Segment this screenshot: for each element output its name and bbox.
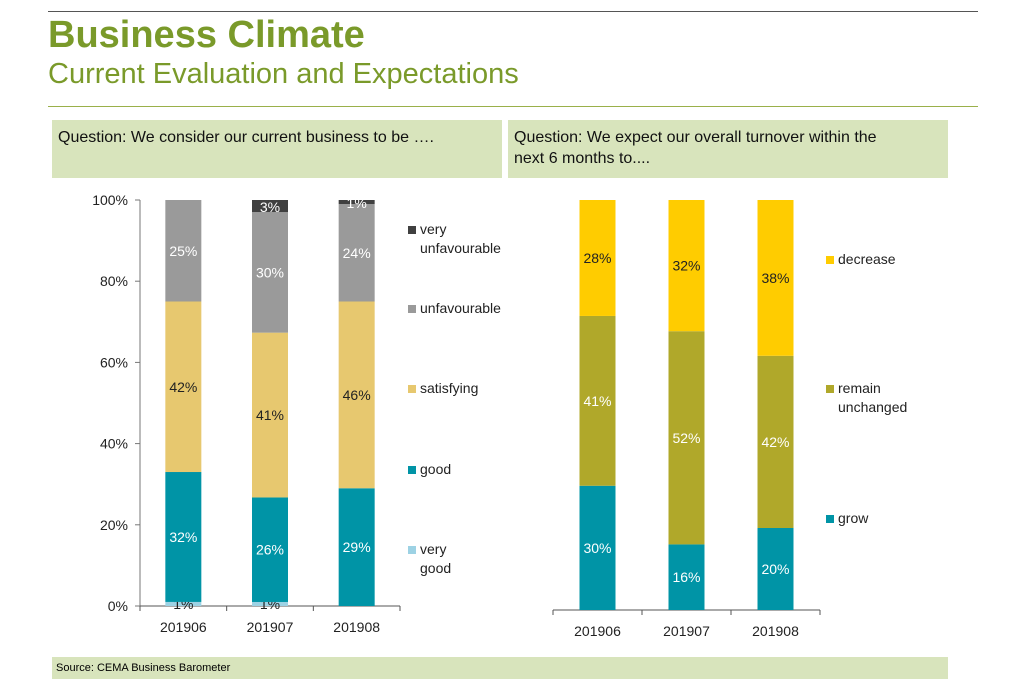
data-label: 29%: [343, 539, 371, 555]
legend-swatch: [408, 466, 416, 474]
question-box-right: [508, 120, 948, 178]
y-tick-label: 80%: [100, 273, 128, 289]
bar-segment-decrease: [757, 200, 794, 356]
bar-segment-satisfying: [165, 301, 202, 473]
bar-segment-grow: [579, 485, 616, 610]
bar-segment-very-good: [252, 601, 288, 606]
data-label: 3%: [260, 199, 280, 215]
y-tick-label: 100%: [92, 192, 128, 208]
source-bar: Source: CEMA Business Barometer: [52, 657, 948, 679]
data-label: 42%: [761, 434, 789, 450]
bar-segment-satisfying: [338, 301, 375, 489]
y-tick-label: 0%: [108, 598, 128, 614]
data-label: 25%: [169, 243, 197, 259]
legend-label: grow: [838, 510, 869, 526]
data-label: 16%: [672, 569, 700, 585]
page-subtitle: Current Evaluation and Expectations: [48, 58, 519, 90]
data-label: 30%: [583, 540, 611, 556]
bar-segment-good: [252, 497, 288, 602]
bar-segment-unfavourable: [165, 200, 202, 302]
bar-segment-unfavourable: [338, 204, 375, 302]
bar-segment-satisfying: [252, 332, 288, 498]
data-label: 24%: [343, 245, 371, 261]
legend-label: good: [420, 461, 451, 477]
x-tick-label: 201908: [333, 619, 380, 635]
question-box-left: [52, 120, 502, 178]
legend-label-line1: remain: [838, 380, 881, 396]
bar-segment-grow: [757, 528, 794, 610]
data-label: 46%: [343, 387, 371, 403]
legend-swatch: [826, 256, 834, 264]
bar-segment-remain-unchanged: [668, 331, 705, 545]
x-tick-label: 201906: [574, 623, 621, 639]
source-text: Source: CEMA Business Barometer: [56, 662, 231, 674]
x-tick-label: 201907: [247, 619, 294, 635]
legend-label-line1: very: [420, 221, 446, 237]
legend-swatch: [408, 226, 416, 234]
data-label: 32%: [672, 258, 700, 274]
legend-label-line2: good: [420, 560, 451, 576]
data-label: 42%: [169, 379, 197, 395]
bar-segment-decrease: [579, 200, 616, 316]
data-label: 32%: [169, 529, 197, 545]
y-tick-label: 20%: [100, 517, 128, 533]
legend-label-line2: unchanged: [838, 399, 907, 415]
legend-swatch: [408, 385, 416, 393]
legend-swatch: [826, 385, 834, 393]
bar-segment-very-unfavourable: [252, 200, 288, 213]
bar-segment-decrease: [668, 200, 705, 332]
top-rule: [48, 11, 978, 12]
legend-label: unfavourable: [420, 300, 501, 316]
x-tick-label: 201907: [663, 623, 710, 639]
legend-label: decrease: [838, 251, 896, 267]
page-title: Business Climate: [48, 14, 365, 56]
legend-swatch: [408, 305, 416, 313]
data-label: 52%: [672, 430, 700, 446]
data-label: 26%: [256, 542, 284, 558]
data-label: 1%: [347, 195, 367, 211]
legend-label: satisfying: [420, 380, 478, 396]
x-tick-label: 201908: [752, 623, 799, 639]
question-right-line1: Question: We expect our overall turnover…: [514, 129, 877, 146]
bar-segment-unfavourable: [252, 212, 288, 333]
data-label: 41%: [256, 407, 284, 423]
legend-label-line2: unfavourable: [420, 240, 501, 256]
bar-segment-good: [338, 488, 375, 606]
legend-label-line1: very: [420, 541, 446, 557]
legend-swatch: [826, 515, 834, 523]
y-tick-label: 40%: [100, 436, 128, 452]
bar-segment-very-good: [165, 601, 202, 606]
bar-segment-grow: [668, 544, 705, 610]
bar-segment-good: [165, 472, 202, 602]
legend-swatch: [408, 546, 416, 554]
data-label: 41%: [583, 393, 611, 409]
bar-segment-remain-unchanged: [757, 355, 794, 528]
data-label: 28%: [583, 250, 611, 266]
bar-segment-remain-unchanged: [579, 315, 616, 486]
y-tick-label: 60%: [100, 354, 128, 370]
data-label: 30%: [256, 264, 284, 280]
data-label: 20%: [761, 561, 789, 577]
x-tick-label: 201906: [160, 619, 207, 635]
data-label: 38%: [761, 270, 789, 286]
question-right-line2: next 6 months to....: [514, 150, 651, 167]
header-rule: [48, 106, 978, 107]
bar-segment-very-unfavourable: [338, 200, 375, 205]
question-left: Question: We consider our current busine…: [58, 129, 434, 146]
